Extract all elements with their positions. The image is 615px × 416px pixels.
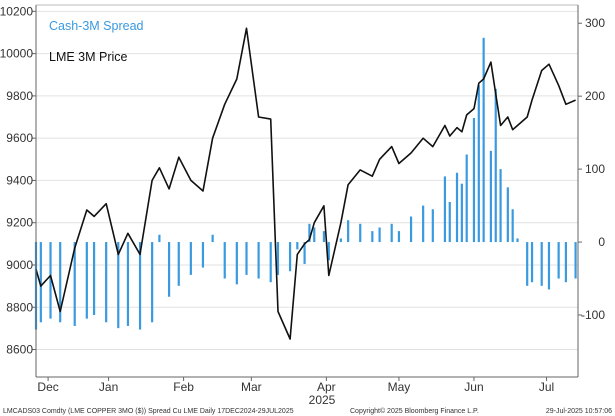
spread-bar (371, 231, 374, 243)
right-tick-label: 200 (585, 89, 605, 103)
spread-bar (245, 242, 248, 275)
left-tick-label: 8800 (6, 300, 33, 314)
spread-bar (448, 201, 451, 243)
spread-bar (158, 234, 161, 243)
right-axis-ticks: -100 0 100 200 300 (578, 16, 605, 322)
spread-bar (465, 154, 468, 243)
legend: Cash-3M Spread LME 3M Price (49, 19, 144, 64)
left-tick-label: 9200 (6, 216, 33, 230)
spread-bar (59, 242, 62, 323)
x-tick-label: Jul (539, 380, 554, 394)
spread-bar (257, 242, 260, 279)
spread-bar (303, 242, 306, 264)
x-tick-label: Dec (37, 380, 58, 394)
spread-bar (511, 209, 514, 243)
right-tick-label: 0 (598, 235, 605, 249)
spread-bar (211, 234, 214, 243)
spread-bar (49, 242, 52, 319)
legend-item-price: LME 3M Price (49, 50, 128, 64)
spread-bar (201, 242, 205, 268)
spread-bar (92, 242, 96, 315)
spread-bar (477, 85, 480, 243)
spread-bar (177, 242, 180, 286)
left-axis-ticks: 8600 8800 9000 9200 9400 9600 9800 10000 10200 (0, 4, 36, 357)
spread-bar (422, 205, 425, 243)
gridlines (36, 10, 578, 351)
price-line (35, 27, 576, 340)
spread-bars (34, 37, 577, 330)
spread-bar (530, 242, 534, 283)
spread-bar (322, 231, 326, 243)
spread-bar (574, 242, 577, 279)
left-tick-label: 9000 (6, 258, 33, 272)
spread-bar (167, 242, 171, 297)
spread-bar (126, 242, 130, 326)
spread-bar (359, 223, 362, 243)
spread-bar (347, 220, 350, 243)
spread-bar (296, 242, 299, 250)
x-tick-label: Feb (173, 380, 194, 394)
spread-bar (390, 223, 393, 243)
spread-bar (547, 242, 551, 290)
footer-right: 29-Jul-2025 10:57:06 (546, 408, 612, 415)
spread-bar (499, 169, 502, 243)
spread-bar (482, 37, 485, 243)
left-tick-label: 9400 (6, 173, 33, 187)
spread-bar (39, 242, 42, 323)
spread-bar (308, 223, 311, 243)
spread-bar (455, 172, 459, 243)
x-axis-year-label: 2025 (309, 393, 336, 407)
left-tick-label: 9600 (6, 131, 33, 145)
spread-bar (460, 183, 463, 243)
spread-bar (431, 209, 434, 243)
left-tick-label: 10000 (0, 47, 33, 61)
left-tick-label: 9800 (6, 89, 33, 103)
spread-bar (516, 238, 519, 243)
spread-bar (85, 242, 88, 319)
right-tick-label: 300 (585, 16, 605, 30)
x-tick-label: Mar (241, 380, 262, 394)
spread-bar (409, 216, 413, 243)
left-tick-label: 10200 (0, 4, 33, 18)
spread-bar (327, 242, 330, 261)
x-tick-label: Jan (99, 380, 118, 394)
spread-bar (506, 187, 509, 243)
spread-bar (489, 150, 492, 243)
left-tick-label: 8600 (6, 343, 33, 357)
footer-center: Copyright© 2025 Bloomberg Finance L.P. (350, 407, 479, 415)
right-tick-label: -100 (581, 308, 605, 322)
footer-left: LMCADS03 Comdty (LME COPPER 3MO ($)) Spr… (3, 408, 294, 415)
spread-bar (288, 242, 292, 272)
spread-bar (540, 242, 543, 286)
spread-bar (494, 88, 497, 243)
x-tick-label: Jun (464, 380, 483, 394)
x-tick-label: Apr (317, 380, 336, 394)
legend-item-spread: Cash-3M Spread (49, 19, 144, 33)
spread-bar (557, 242, 560, 279)
spread-bar (73, 242, 76, 326)
spread-bar (269, 242, 272, 283)
spread-bar (472, 118, 476, 243)
x-tick-label: May (388, 380, 411, 394)
spread-bar (117, 242, 120, 329)
spread-bar (105, 242, 108, 323)
spread-bar (235, 242, 238, 285)
spread-bar (223, 242, 226, 279)
x-axis-ticks: Dec Jan Feb Mar Apr May Jun Jul (37, 377, 554, 394)
spread-bar (339, 238, 342, 243)
spread-bar (397, 231, 401, 243)
spread-bar (138, 242, 142, 330)
spread-bar (276, 242, 280, 275)
spread-bar (378, 227, 381, 243)
spread-bar (189, 242, 192, 275)
spread-bar (443, 176, 447, 243)
spread-bar (313, 227, 316, 243)
spread-bar (151, 242, 154, 323)
spread-bar (526, 242, 529, 286)
right-tick-label: 100 (585, 162, 605, 176)
spread-bar (564, 242, 568, 283)
